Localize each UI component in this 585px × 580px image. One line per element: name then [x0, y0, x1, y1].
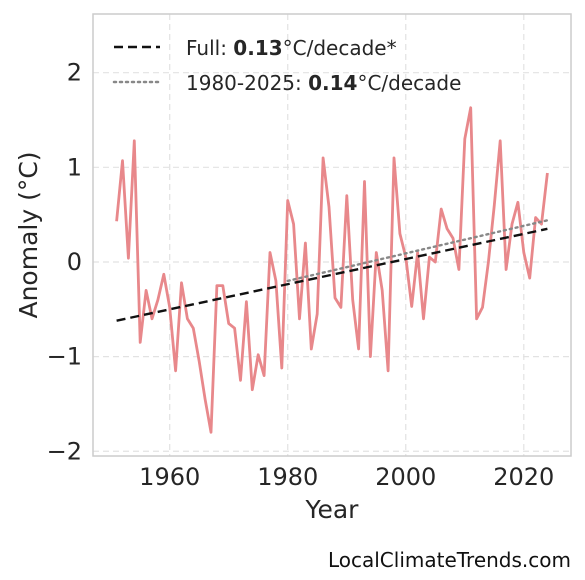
- y-tick-label: 0: [67, 248, 82, 276]
- series-layer: [115, 106, 549, 434]
- legend-label: Full: 0.13°C/decade*: [186, 36, 397, 60]
- anomaly-series-line: [115, 106, 549, 434]
- x-tick-label: 1980: [257, 463, 318, 491]
- y-tick-label: −2: [47, 437, 82, 465]
- y-axis-label: Anomaly (°C): [14, 151, 43, 318]
- x-axis-label: Year: [305, 495, 360, 524]
- legend-suffix: °C/decade: [357, 71, 461, 95]
- legend-suffix: °C/decade*: [283, 36, 397, 60]
- trend-layer: [116, 219, 549, 322]
- x-tick-label: 2020: [493, 463, 554, 491]
- legend-prefix: Full:: [186, 36, 233, 60]
- plot-frame: [92, 13, 572, 457]
- legend-prefix: 1980-2025:: [186, 71, 308, 95]
- legend-rate-value: 0.13: [233, 36, 282, 60]
- legend: Full: 0.13°C/decade*1980-2025: 0.14°C/de…: [112, 36, 461, 95]
- tick-labels: 1960 1980 2000 2020 −2 −1 0 1 2: [47, 59, 555, 491]
- y-tick-label: 1: [67, 153, 82, 181]
- y-tick-label: 2: [67, 59, 82, 87]
- legend-rate-value: 0.14: [308, 71, 357, 95]
- full-trend-line: [116, 227, 548, 322]
- legend-label: 1980-2025: 0.14°C/decade: [186, 71, 461, 95]
- recent-trend-line: [286, 219, 549, 283]
- x-tick-label: 1960: [139, 463, 200, 491]
- x-tick-label: 2000: [375, 463, 436, 491]
- credit-text: LocalClimateTrends.com: [327, 548, 571, 572]
- y-tick-label: −1: [47, 343, 82, 371]
